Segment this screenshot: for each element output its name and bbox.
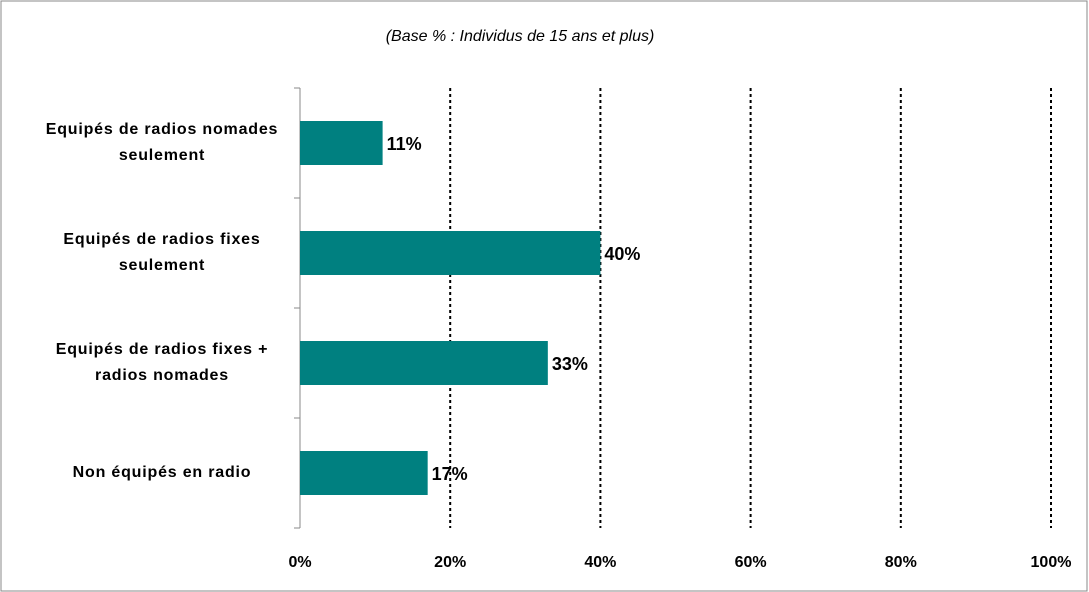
x-tick-label: 0%	[288, 554, 311, 571]
bar	[300, 341, 548, 385]
y-tick-label: Non équipés en radio	[72, 464, 252, 481]
x-tick-label: 80%	[885, 554, 917, 571]
data-label: 17%	[432, 464, 468, 484]
x-tick-label: 60%	[735, 554, 767, 571]
data-label: 33%	[552, 354, 588, 374]
x-tick-label: 20%	[434, 554, 466, 571]
y-tick-label: Equipés de radios fixes + radios nomades	[55, 341, 269, 384]
bar	[300, 121, 383, 165]
data-label: 11%	[387, 134, 422, 154]
y-tick-label: Equipés de radios nomades seulement	[45, 121, 279, 164]
x-tick-label: 40%	[584, 554, 616, 571]
data-label: 40%	[604, 244, 640, 264]
bar	[300, 231, 601, 275]
x-tick-label: 100%	[1031, 554, 1072, 571]
bar	[300, 451, 428, 495]
y-tick-label: Equipés de radios fixes seulement	[63, 231, 261, 274]
chart-subtitle: (Base % : Individus de 15 ans et plus)	[386, 28, 655, 45]
